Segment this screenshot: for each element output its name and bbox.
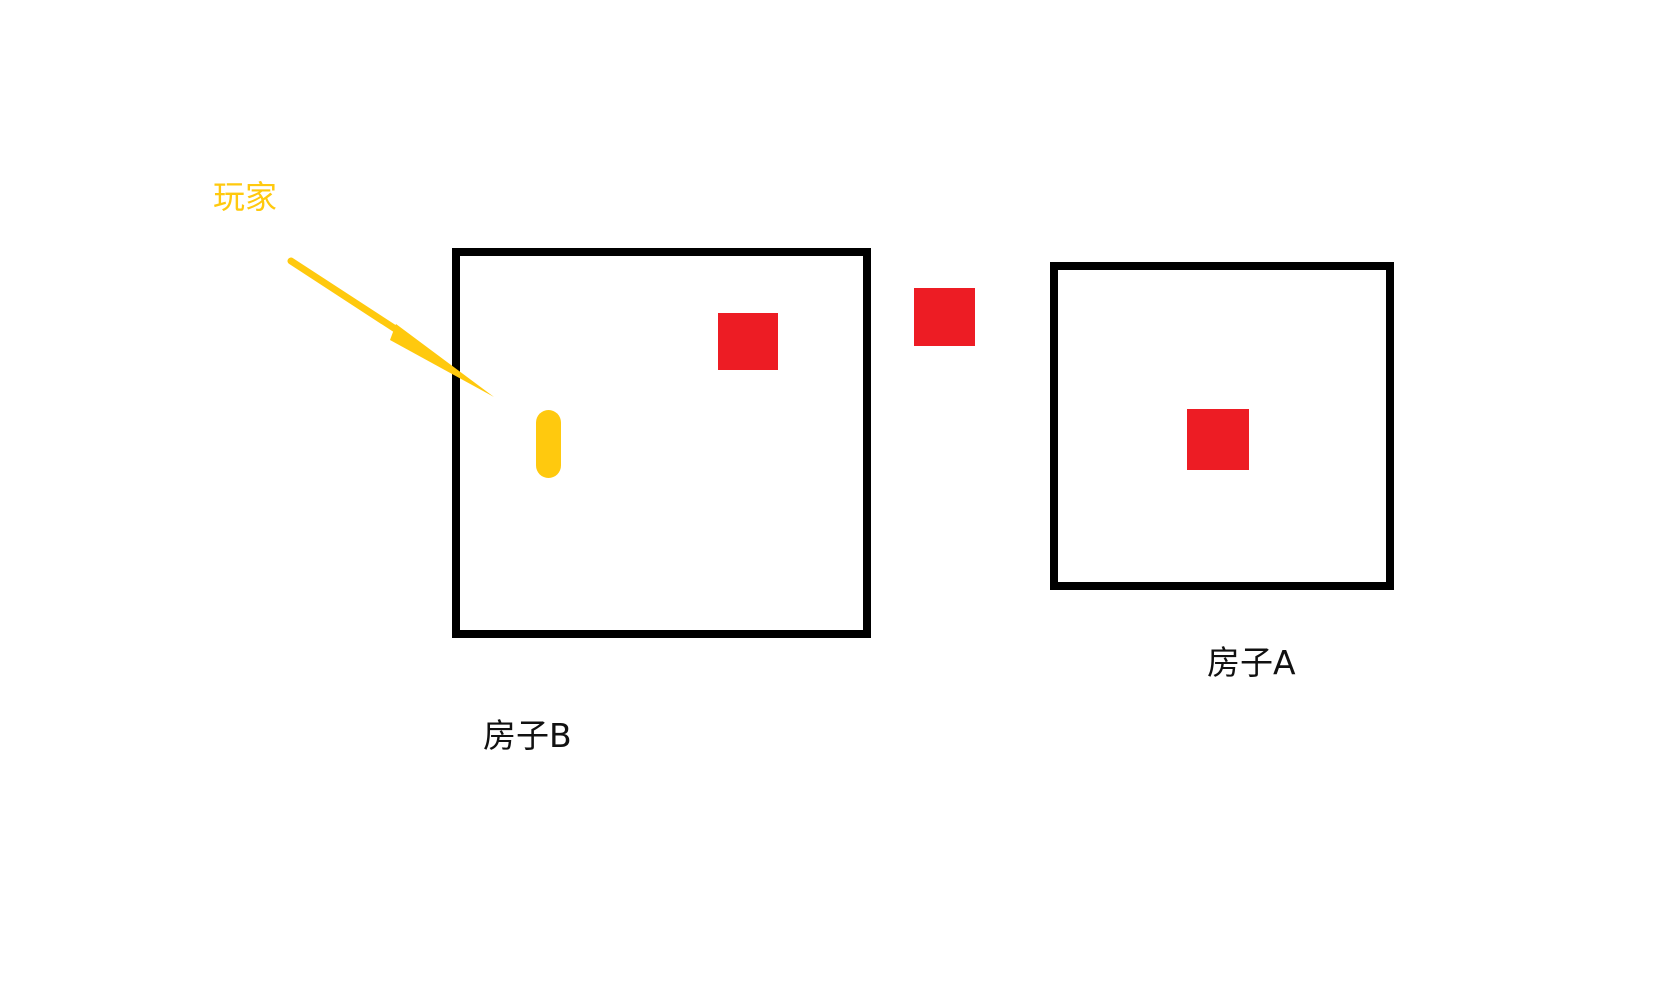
house-b-label: 房子B [483, 716, 572, 755]
house-b-red-object [718, 313, 778, 370]
player-arrow [287, 257, 494, 397]
house-b-outline [452, 248, 871, 638]
outside-red-object [914, 288, 975, 346]
house-a-outline [1050, 262, 1394, 590]
house-a-red-object [1187, 409, 1249, 470]
player-arrow-shaft [287, 257, 404, 336]
player-label: 玩家 [213, 178, 278, 216]
player-marker [536, 410, 561, 478]
player-arrow-head [390, 324, 494, 397]
house-a-label: 房子A [1207, 643, 1296, 682]
